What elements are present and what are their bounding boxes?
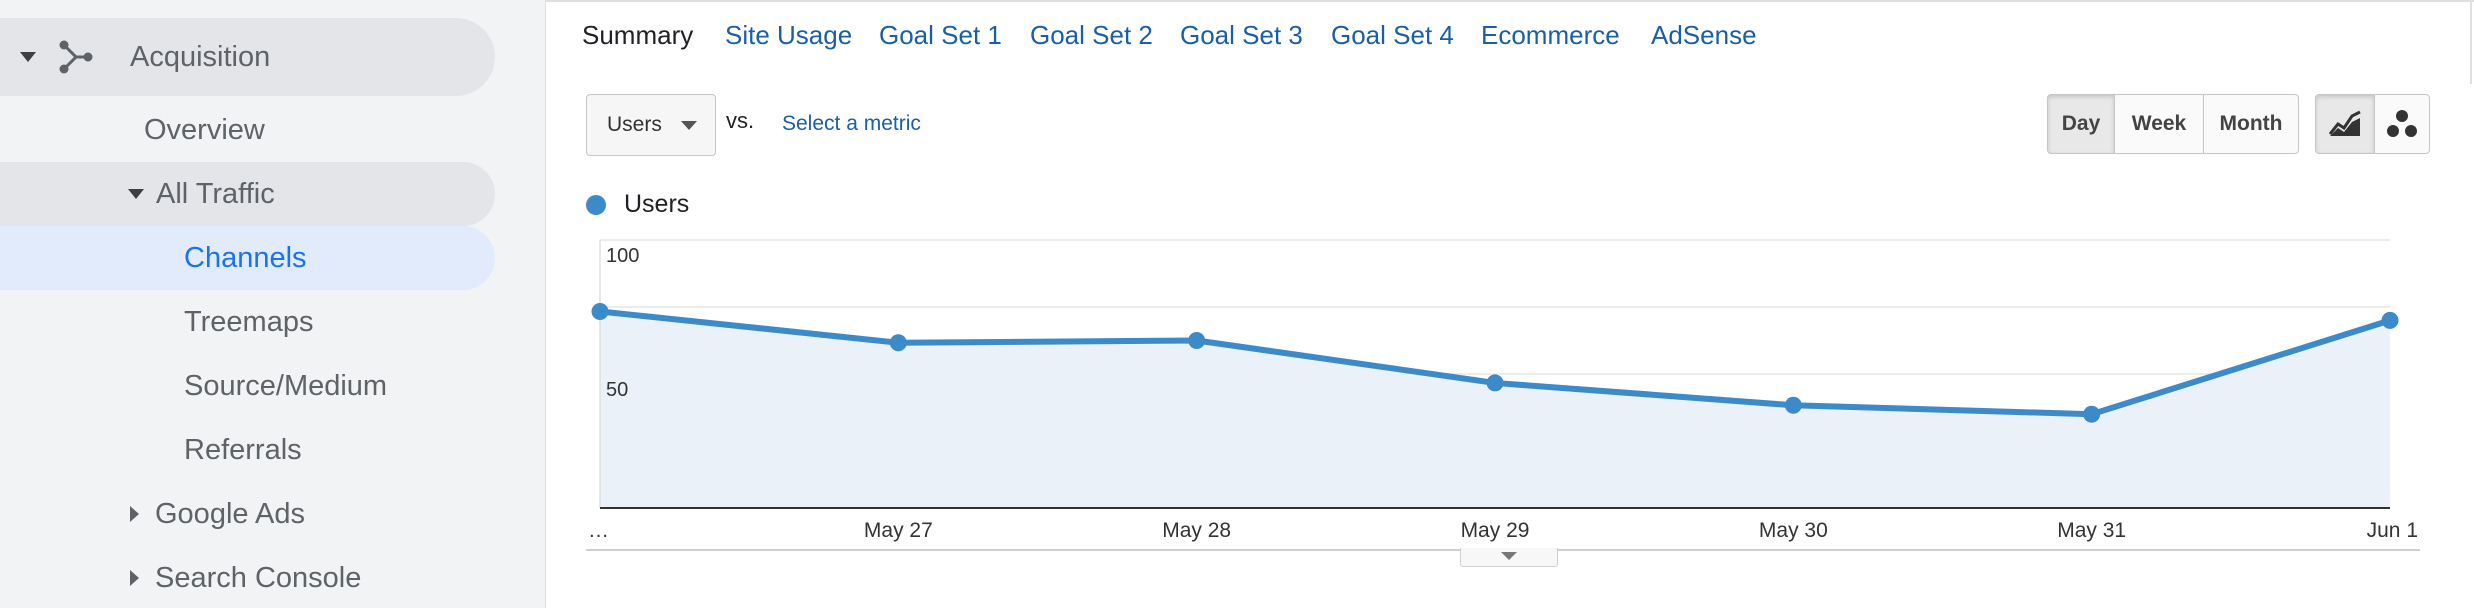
metric-select-value: Users <box>607 113 662 136</box>
users-area <box>600 311 2390 508</box>
sidebar-item-referrals[interactable]: Referrals <box>184 418 302 482</box>
chart-resize-handle[interactable] <box>1460 548 1558 567</box>
week-button[interactable]: Week <box>2114 94 2204 154</box>
sidebar-item-source-medium[interactable]: Source/Medium <box>184 354 387 418</box>
day-button[interactable]: Day <box>2047 94 2115 154</box>
dropdown-arrow-icon <box>681 121 697 130</box>
data-point <box>1486 374 1504 392</box>
granularity-toggle: Day Week Month <box>2047 94 2299 154</box>
sidebar-item-label: Search Console <box>155 561 362 594</box>
x-tick-label: May 28 <box>1162 519 1231 542</box>
sidebar-item-label: Source/Medium <box>184 369 388 402</box>
x-tick-label: May 31 <box>2057 519 2126 542</box>
chevron-down-icon <box>128 189 144 199</box>
sidebar-item-overview[interactable]: Overview <box>144 98 265 162</box>
panel-border <box>2470 0 2472 84</box>
y-tick-label: 100 <box>606 245 639 267</box>
sidebar-item-label: Channels <box>184 241 307 274</box>
line-chart-button[interactable] <box>2315 94 2375 154</box>
x-tick-label: … <box>588 519 609 542</box>
data-point <box>2083 405 2101 423</box>
x-tick-label: Jun 1 <box>2367 519 2418 542</box>
data-point <box>1784 396 1802 414</box>
sidebar-item-label: All Traffic <box>156 177 275 210</box>
x-tick-label: May 30 <box>1759 519 1828 542</box>
vs-label: vs. <box>726 108 755 133</box>
x-tick-label: May 29 <box>1461 519 1530 542</box>
data-point <box>2381 311 2399 329</box>
chevron-right-icon <box>130 570 139 586</box>
sidebar-item-all-traffic[interactable]: All Traffic <box>0 162 495 226</box>
sidebar-item-label: Referrals <box>184 433 302 466</box>
sidebar-item-channels[interactable]: Channels <box>0 226 495 290</box>
sidebar-item-label: Overview <box>144 113 265 146</box>
tab-goal-set-2[interactable]: Goal Set 2 <box>1030 20 1153 50</box>
line-chart-icon <box>2328 110 2361 136</box>
data-point <box>1188 332 1206 349</box>
select-metric-link[interactable]: Select a metric <box>782 112 921 135</box>
tab-site-usage[interactable]: Site Usage <box>725 20 853 50</box>
sidebar-item-label: Acquisition <box>130 40 271 73</box>
tab-goal-set-4[interactable]: Goal Set 4 <box>1331 20 1454 50</box>
sidebar-item-acquisition[interactable]: Acquisition <box>0 18 495 96</box>
sidebar-nav: Acquisition Overview All Traffic Channel… <box>0 0 546 608</box>
y-tick-label: 50 <box>606 379 628 401</box>
tab-goal-set-3[interactable]: Goal Set 3 <box>1180 20 1303 50</box>
month-button[interactable]: Month <box>2203 94 2299 154</box>
tab-adsense[interactable]: AdSense <box>1651 20 1757 50</box>
tab-goal-set-1[interactable]: Goal Set 1 <box>879 20 1002 50</box>
tab-summary[interactable]: Summary <box>582 20 694 50</box>
data-point <box>591 302 609 320</box>
motion-chart-button[interactable] <box>2374 94 2430 154</box>
acquisition-icon <box>59 40 93 74</box>
sidebar-item-search-console[interactable]: Search Console <box>130 546 361 610</box>
x-tick-label: May 27 <box>864 519 933 542</box>
chevron-right-icon <box>130 506 139 522</box>
sidebar-item-label: Google Ads <box>155 497 305 530</box>
motion-chart-icon <box>2387 110 2417 137</box>
sidebar-item-label: Treemaps <box>184 305 314 338</box>
legend-label: Users <box>624 190 690 218</box>
report-tabs: Summary Site Usage Goal Set 1 Goal Set 2… <box>545 0 2474 74</box>
legend-swatch <box>586 194 606 215</box>
sidebar-item-treemaps[interactable]: Treemaps <box>184 290 313 354</box>
chevron-down-icon <box>1501 552 1517 560</box>
metric-select[interactable]: Users <box>586 94 716 156</box>
sidebar-item-google-ads[interactable]: Google Ads <box>130 482 305 546</box>
chart-type-toggle <box>2315 94 2430 154</box>
chart-legend: Users <box>586 190 689 219</box>
data-point <box>889 334 907 352</box>
tab-ecommerce[interactable]: Ecommerce <box>1481 20 1620 50</box>
chevron-down-icon <box>20 52 36 62</box>
